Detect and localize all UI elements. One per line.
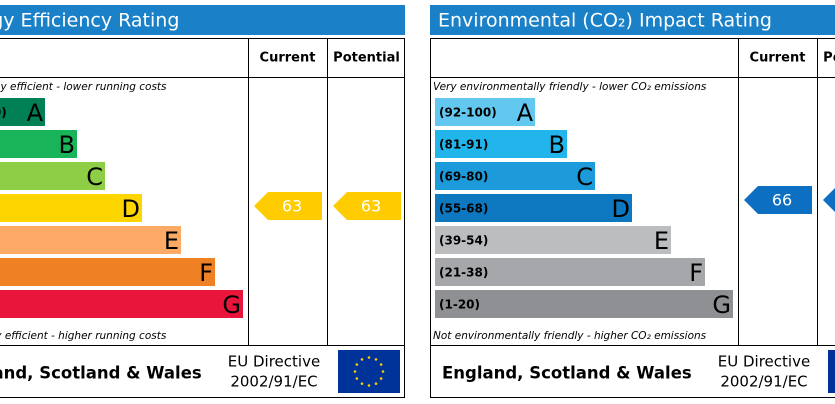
rating-band	[435, 162, 595, 190]
potential-rating-arrow	[823, 188, 835, 212]
current-rating-value: 63	[282, 197, 302, 216]
band-letter: G	[712, 291, 731, 319]
eu-flag	[828, 350, 835, 393]
panel-frame	[430, 38, 835, 398]
rating-band	[435, 98, 535, 126]
band-range: (1-20)	[439, 298, 480, 312]
bottom-note: Not energy efficient - higher running co…	[0, 330, 167, 342]
eu-star	[360, 358, 364, 361]
band-letter: C	[86, 163, 103, 191]
title-bar	[430, 5, 835, 35]
band-letter: A	[27, 99, 44, 127]
band-range: (39-54)	[439, 234, 488, 248]
band-letter: B	[59, 131, 75, 159]
eu-star	[374, 358, 378, 361]
band-letter: F	[199, 259, 213, 287]
rating-panel: Energy Efficiency Rating Current Potential…	[0, 5, 405, 398]
band-range: (81-91)	[439, 138, 488, 152]
panel-title: Environmental (CO₂) Impact Rating	[438, 10, 772, 32]
rating-band	[435, 290, 733, 318]
eu-star	[374, 382, 378, 385]
rating-band	[0, 258, 215, 286]
band-range: (21-38)	[439, 266, 488, 280]
title-bar	[0, 5, 405, 35]
panel-frame	[0, 38, 405, 398]
current-header: Current	[750, 51, 806, 66]
current-rating-arrow	[744, 186, 812, 214]
band-range: (69-80)	[439, 170, 488, 184]
rating-band	[0, 130, 77, 158]
rating-band	[435, 258, 705, 286]
current-header: Current	[260, 51, 316, 66]
band-letter: G	[222, 291, 241, 319]
footer-directive: EU Directive	[228, 353, 320, 371]
eu-star	[360, 382, 364, 385]
potential-header: Potential	[823, 51, 835, 66]
footer-code: 2002/91/EC	[230, 373, 317, 391]
potential-rating-value: 63	[361, 197, 381, 216]
band-letter: F	[689, 259, 703, 287]
band-letter: D	[122, 195, 140, 223]
band-letter: B	[549, 131, 565, 159]
footer-region: England, Scotland & Wales	[0, 364, 202, 383]
eu-star	[379, 377, 383, 380]
current-rating-arrow	[254, 192, 322, 220]
footer-directive: EU Directive	[718, 353, 810, 371]
band-letter: E	[164, 227, 179, 255]
rating-band	[435, 194, 632, 222]
footer-region: England, Scotland & Wales	[442, 364, 692, 383]
top-note: Very environmentally friendly - lower CO…	[433, 81, 707, 93]
rating-band	[0, 162, 105, 190]
band-range: (55-68)	[439, 202, 488, 216]
eu-star	[355, 363, 359, 366]
eu-star	[381, 370, 385, 373]
potential-rating-arrow	[333, 192, 401, 220]
panel-title: Energy Efficiency Rating	[0, 10, 179, 32]
rating-band	[0, 290, 243, 318]
eu-star	[379, 363, 383, 366]
band-range: (92-100)	[0, 106, 7, 120]
rating-band	[435, 130, 567, 158]
eu-star	[353, 370, 357, 373]
rating-band	[0, 226, 181, 254]
band-letter: D	[612, 195, 630, 223]
footer-code: 2002/91/EC	[720, 373, 807, 391]
bottom-note: Not environmentally friendly - higher CO…	[433, 330, 707, 342]
band-letter: E	[654, 227, 669, 255]
band-range: (92-100)	[439, 106, 497, 120]
eu-star	[367, 384, 371, 387]
top-note: Very energy efficient - lower running co…	[0, 81, 167, 93]
current-rating-value: 66	[772, 191, 792, 210]
eu-star	[367, 356, 371, 359]
band-letter: C	[576, 163, 593, 191]
eu-star	[355, 377, 359, 380]
rating-band	[0, 98, 45, 126]
potential-header: Potential	[333, 51, 400, 66]
rating-panel: Environmental (CO₂) Impact Rating Current…	[430, 5, 835, 398]
rating-band	[0, 194, 142, 222]
rating-band	[435, 226, 671, 254]
band-letter: A	[517, 99, 534, 127]
